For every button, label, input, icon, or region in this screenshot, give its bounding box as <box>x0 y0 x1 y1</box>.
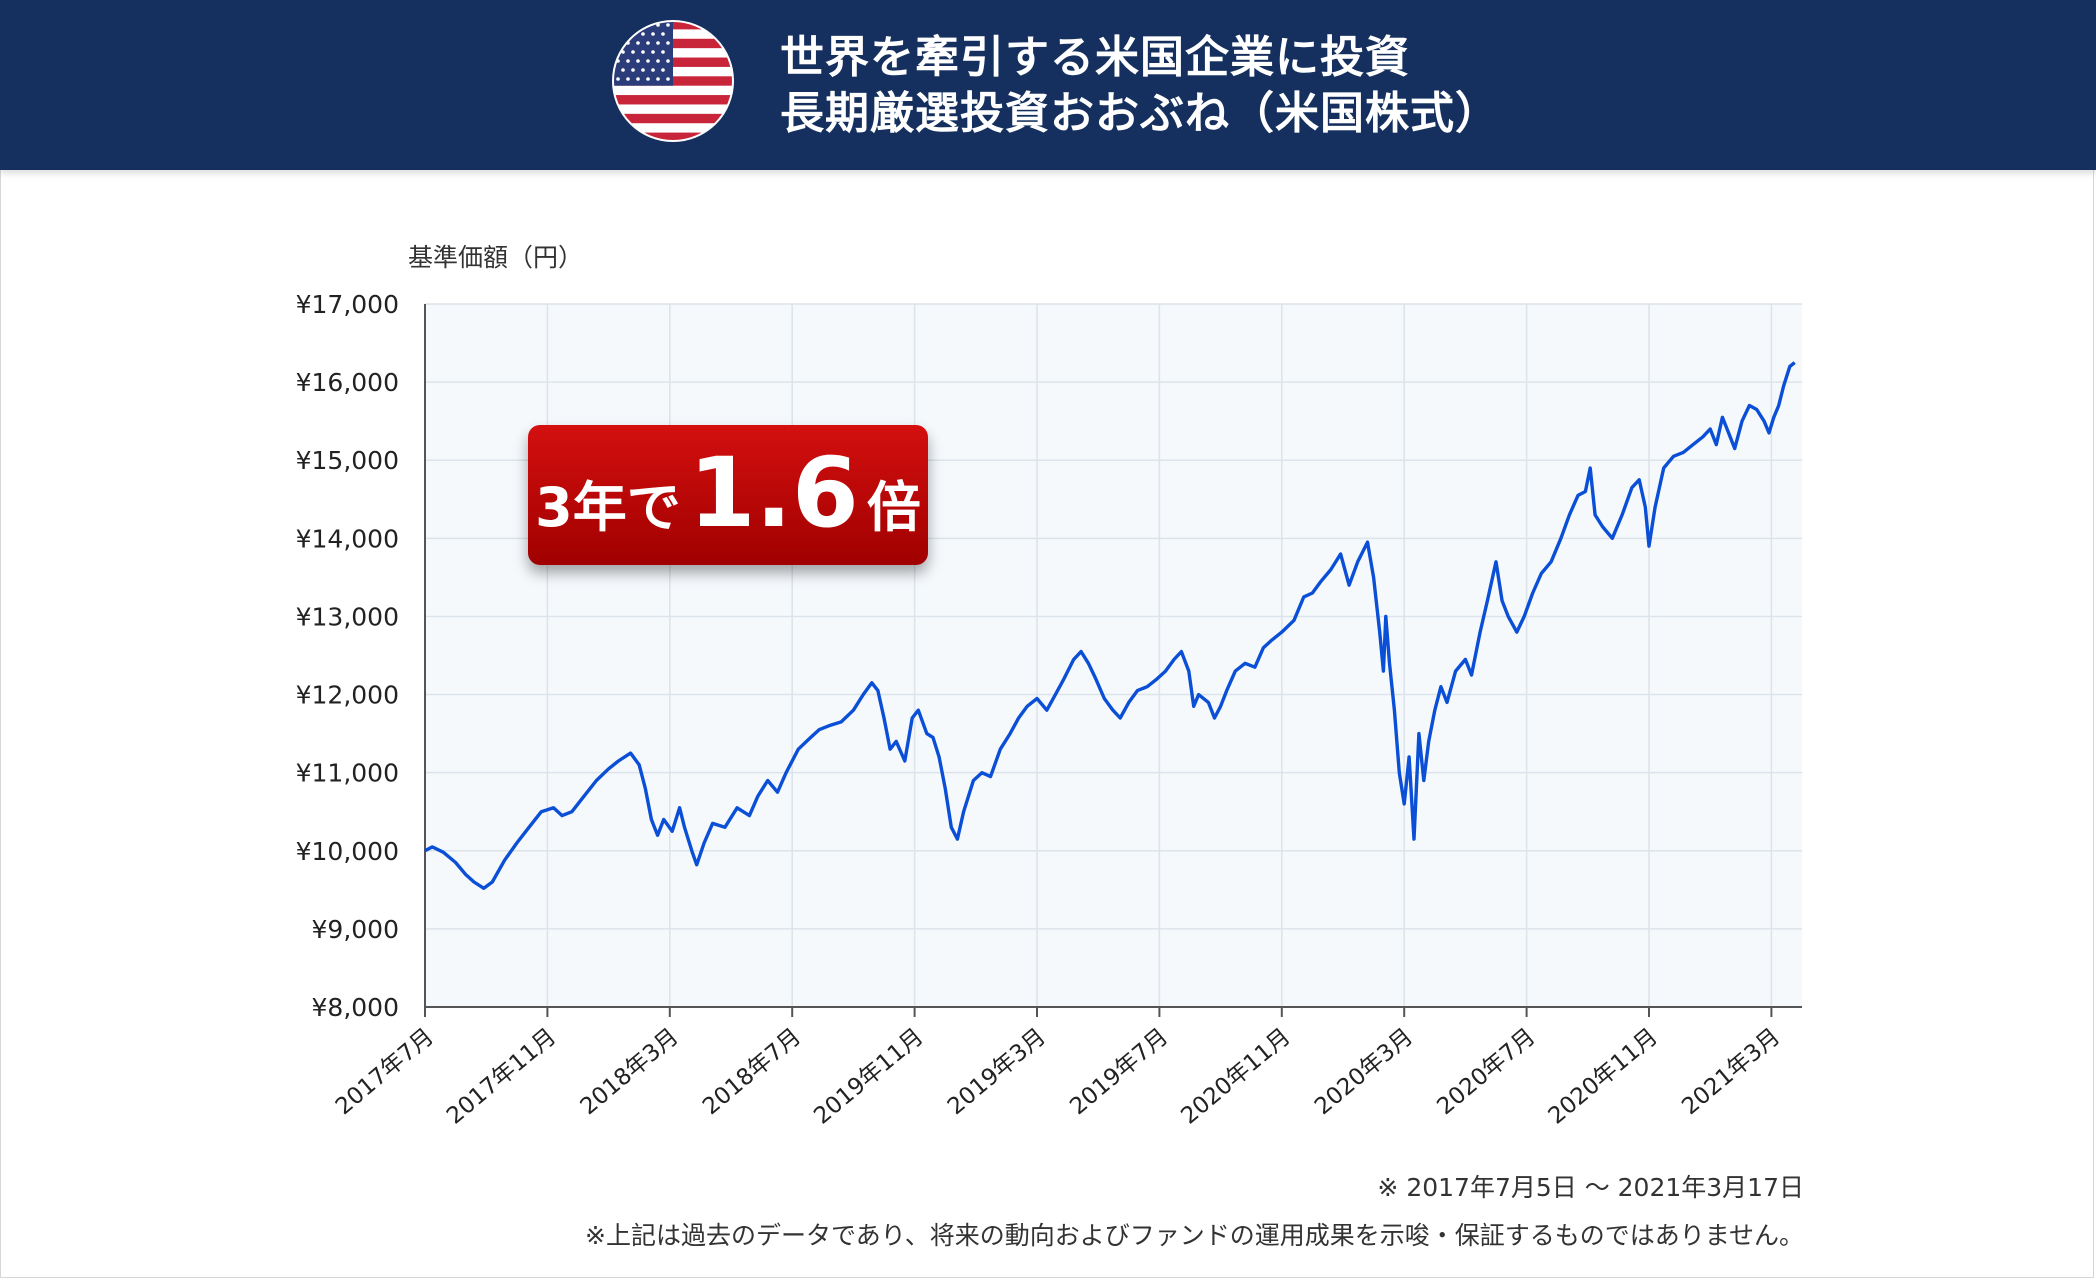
header-banner: 世界を牽引する米国企業に投資 長期厳選投資おおぶね（米国株式） <box>0 0 2096 170</box>
us-flag-icon <box>612 20 734 142</box>
x-tick-label: 2019年3月 <box>943 1024 1051 1121</box>
y-tick-label: ¥8,000 <box>312 993 399 1022</box>
y-tick-label: ¥9,000 <box>312 915 399 944</box>
x-tick-label: 2019年7月 <box>1065 1024 1173 1121</box>
y-tick-label: ¥17,000 <box>296 290 399 319</box>
x-tick-label: 2018年7月 <box>698 1024 806 1121</box>
x-tick-label: 2019年11月 <box>809 1024 928 1130</box>
y-axis-ticks: ¥17,000 ¥16,000 ¥15,000 ¥14,000 ¥13,000 ¥12,0… <box>296 290 399 1022</box>
x-axis-ticks: 2017年7月 2017年11月 2018年3月 2018年7月 2019年11月 201… <box>331 1007 1785 1130</box>
y-tick-label: ¥16,000 <box>296 368 399 397</box>
footnotes: ※ 2017年7月5日 〜 2021年3月17日 ※上記は過去のデータであり、将… <box>585 1164 1804 1260</box>
x-tick-label: 2017年7月 <box>331 1024 439 1121</box>
title-line-1: 世界を牽引する米国企業に投資 <box>780 32 1410 83</box>
growth-callout-badge: 3年で 1.6 倍 <box>528 425 928 565</box>
y-tick-label: ¥15,000 <box>296 446 399 475</box>
callout-prefix: 3年で <box>535 476 681 539</box>
y-tick-label: ¥10,000 <box>296 837 399 866</box>
title-line-2: 長期厳選投資おおぶね（米国株式） <box>780 88 1500 139</box>
plot-area <box>425 304 1802 1007</box>
y-tick-label: ¥13,000 <box>296 602 399 631</box>
x-tick-label: 2020年3月 <box>1310 1024 1418 1121</box>
x-tick-label: 2018年3月 <box>576 1024 684 1121</box>
y-tick-label: ¥14,000 <box>296 524 399 553</box>
x-tick-label: 2017年11月 <box>442 1024 561 1130</box>
x-tick-label: 2020年7月 <box>1432 1024 1540 1121</box>
gridlines <box>425 303 1802 1007</box>
x-tick-label: 2020年11月 <box>1544 1024 1663 1130</box>
y-tick-label: ¥12,000 <box>296 681 399 710</box>
page-title: 世界を牽引する米国企業に投資 長期厳選投資おおぶね（米国株式） <box>780 30 1500 142</box>
series-line <box>424 361 1796 890</box>
y-axis-label: 基準価額（円） <box>408 243 583 272</box>
x-tick-label: 2020年11月 <box>1176 1024 1295 1130</box>
x-tick-label: 2021年3月 <box>1677 1024 1785 1121</box>
callout-suffix: 倍 <box>866 476 921 539</box>
period-note: ※ 2017年7月5日 〜 2021年3月17日 <box>1377 1173 1804 1202</box>
callout-value: 1.6 <box>688 437 859 549</box>
y-tick-label: ¥11,000 <box>296 759 399 788</box>
disclaimer-note: ※上記は過去のデータであり、将来の動向およびファンドの運用成果を示唆・保証するも… <box>585 1221 1804 1250</box>
